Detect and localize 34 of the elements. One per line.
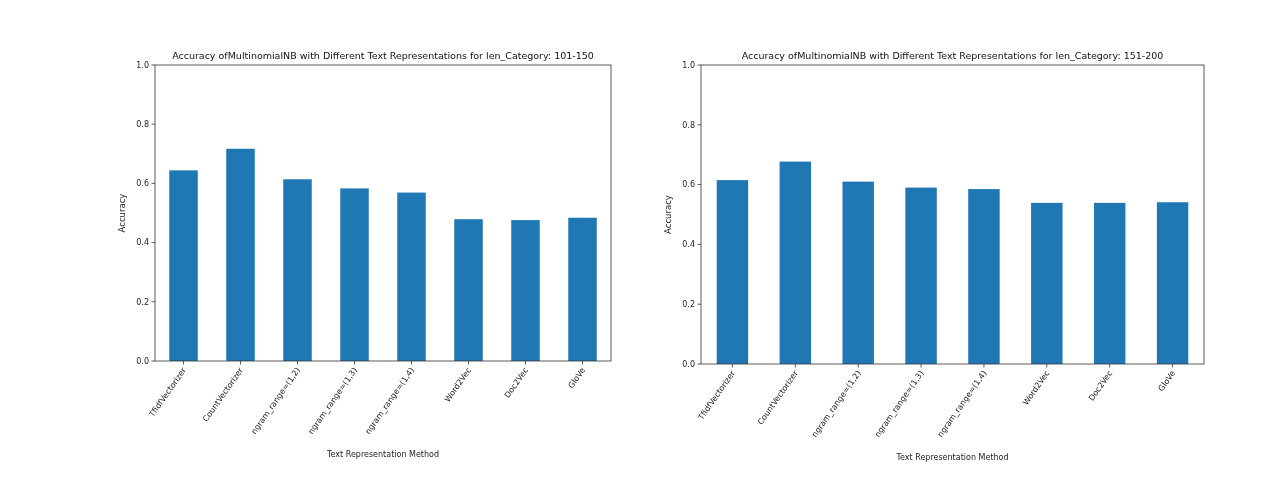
bar [1156, 202, 1189, 364]
bar [169, 170, 198, 361]
y-tick-label: 0.2 [682, 300, 695, 309]
y-tick-label: 0.0 [682, 359, 695, 369]
bar [842, 181, 874, 364]
bar [454, 219, 483, 361]
y-tick-label: 0.4 [136, 238, 149, 248]
chart-title: Accuracy ofMultinomialNB with Different Text Representations for len_Category: 101-150 [172, 50, 594, 61]
x-axis-title: Text Representation Method [895, 453, 1009, 462]
y-tick-label: 0.0 [136, 356, 149, 366]
y-tick-label: 1.0 [682, 60, 695, 70]
bar [340, 188, 369, 361]
bar [968, 189, 1000, 364]
bar [905, 187, 937, 364]
bar [511, 220, 540, 361]
bar [1031, 202, 1063, 364]
y-tick-label: 1.0 [136, 60, 149, 70]
y-tick-label: 0.6 [136, 179, 149, 189]
x-axis-title: Text Representation Method [325, 450, 440, 459]
bar [283, 179, 312, 361]
y-tick-label: 0.4 [682, 240, 695, 250]
y-axis-title: Accuracy [117, 193, 127, 233]
bar [716, 180, 749, 364]
y-tick-label: 0.8 [682, 120, 695, 130]
y-tick-label: 0.6 [682, 180, 695, 190]
bar [397, 192, 426, 361]
bar [568, 217, 597, 361]
y-axis-title: Accuracy [663, 195, 673, 234]
y-tick-label: 0.8 [136, 120, 149, 129]
bar [226, 148, 255, 361]
chart-title: Accuracy ofMultinomialNB with Different Text Representations for len_Category: 151-200 [741, 50, 1164, 61]
bar [1093, 202, 1126, 364]
y-tick-label: 0.2 [136, 297, 149, 307]
bar [779, 161, 812, 364]
